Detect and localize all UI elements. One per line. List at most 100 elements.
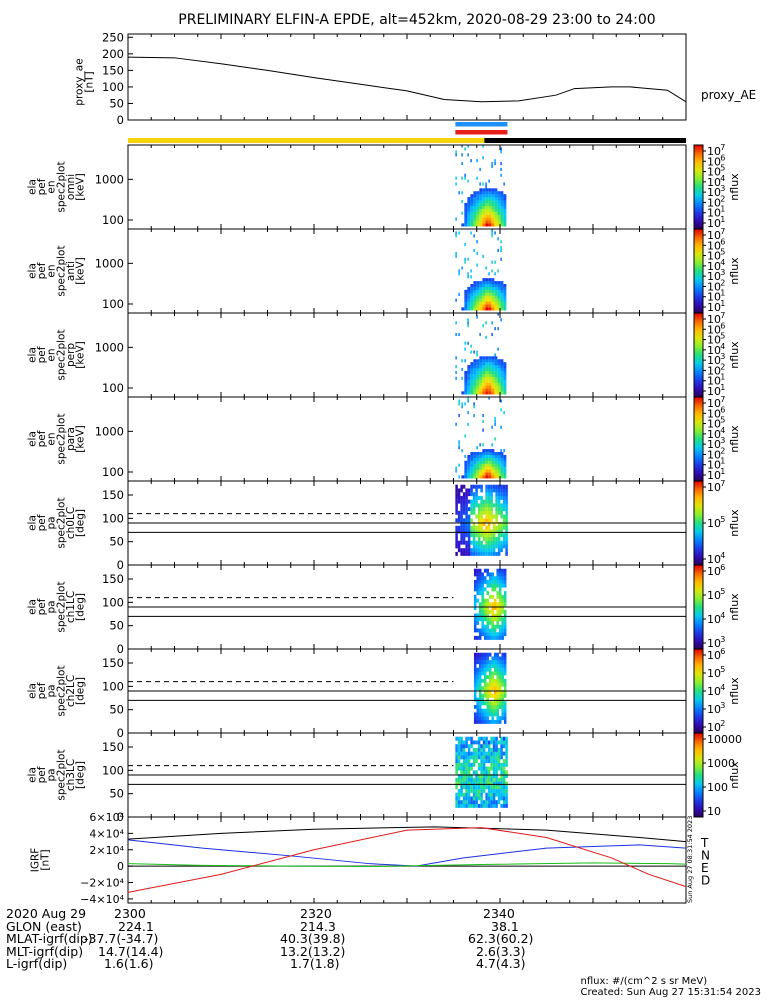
pitch-angle-cell bbox=[476, 628, 479, 633]
pitch-angle-cell bbox=[455, 525, 458, 530]
spectrogram-cell bbox=[479, 220, 483, 224]
pitch-angle-cell bbox=[501, 667, 504, 672]
pitch-angle-cell bbox=[460, 792, 463, 797]
pitch-angle-cell bbox=[498, 628, 502, 633]
pitch-angle-cell bbox=[493, 693, 497, 698]
pitch-angle-cell bbox=[476, 660, 479, 665]
pitch-angle-cell bbox=[478, 635, 482, 640]
colorbar-tick-exponent: 2 bbox=[720, 278, 725, 287]
spectrogram-cell bbox=[482, 278, 486, 282]
spectrogram-cell bbox=[461, 391, 465, 395]
spectrogram-cell bbox=[476, 240, 478, 244]
pitch-angle-cell bbox=[480, 803, 483, 808]
pitch-angle-cell bbox=[457, 744, 461, 749]
pitch-angle-cell bbox=[476, 701, 479, 706]
pitch-angle-cell bbox=[493, 671, 497, 676]
spectrogram-cell bbox=[479, 292, 483, 296]
pitch-angle-cell bbox=[501, 678, 504, 683]
y-tick-label: 0 bbox=[117, 642, 124, 656]
footer-value: 4.7(4.3) bbox=[476, 956, 526, 971]
spectrogram-cell bbox=[467, 153, 469, 157]
pitch-angle-cell bbox=[500, 544, 503, 549]
spectrogram-cell bbox=[479, 188, 483, 192]
pitch-angle-cell bbox=[492, 503, 496, 508]
pitch-angle-cell bbox=[497, 507, 501, 512]
pitch-angle-cell bbox=[496, 719, 499, 724]
pitch-angle-cell bbox=[457, 514, 461, 519]
spectrogram-cell bbox=[464, 243, 466, 247]
colorbar-tick-label: 10 bbox=[707, 459, 721, 472]
spectrogram-cell bbox=[491, 295, 495, 299]
y-axis-label-line: spec2plot bbox=[55, 413, 67, 464]
pitch-angle-cell bbox=[455, 510, 458, 515]
spectrogram-cell bbox=[455, 370, 457, 375]
spectrogram-cell bbox=[464, 202, 468, 207]
pitch-angle-cell bbox=[457, 796, 461, 801]
colorbar-tick-label: 10 bbox=[707, 323, 721, 336]
pitch-angle-cell bbox=[467, 544, 471, 549]
pitch-angle-cell bbox=[502, 488, 506, 493]
pitch-angle-cell bbox=[497, 510, 501, 515]
pitch-angle-cell bbox=[462, 537, 466, 541]
spectrogram-cell bbox=[485, 460, 489, 464]
pitch-angle-cell bbox=[475, 495, 478, 500]
spectrogram-cell bbox=[470, 457, 474, 461]
state-bar-black bbox=[484, 138, 686, 143]
pitch-angle-cell bbox=[476, 719, 479, 724]
pitch-angle-cell bbox=[482, 759, 486, 764]
pitch-angle-cell bbox=[473, 568, 477, 573]
pitch-angle-cell bbox=[467, 755, 471, 760]
y-axis-label-line: pa bbox=[46, 600, 58, 613]
pitch-angle-cell bbox=[487, 774, 491, 778]
spectrogram-cell bbox=[500, 240, 502, 244]
spectrogram-cell bbox=[482, 382, 486, 386]
spectrogram-cell bbox=[491, 162, 493, 166]
spectrogram-cell bbox=[482, 199, 486, 204]
pitch-angle-cell bbox=[481, 609, 484, 614]
spectrogram-cell bbox=[500, 365, 504, 369]
spectrogram-cell bbox=[464, 379, 468, 383]
pitch-angle-cell bbox=[497, 789, 501, 793]
spectrogram-cell bbox=[467, 396, 469, 400]
pitch-angle-cell bbox=[480, 548, 483, 553]
pitch-angle-cell bbox=[488, 583, 492, 588]
pitch-angle-cell bbox=[503, 686, 507, 691]
pitch-angle-cell bbox=[493, 635, 497, 640]
spectrogram-cell bbox=[488, 205, 492, 209]
pitch-angle-cell bbox=[475, 499, 478, 504]
spectrogram-cell bbox=[491, 208, 495, 212]
pitch-angle-cell bbox=[492, 751, 496, 756]
pitch-angle-cell bbox=[491, 693, 494, 698]
spectrogram-cell bbox=[467, 388, 471, 392]
spectrogram-cell bbox=[464, 341, 466, 345]
pitch-angle-cell bbox=[500, 503, 503, 508]
pitch-angle-cell bbox=[482, 503, 486, 508]
pitch-angle-cell bbox=[493, 682, 497, 687]
spectrogram-cell bbox=[482, 197, 486, 201]
pitch-angle-cell bbox=[465, 495, 468, 500]
spectrogram-cell bbox=[488, 469, 492, 473]
spectrogram-cell bbox=[467, 422, 469, 426]
spectrogram-cell bbox=[494, 194, 498, 198]
pitch-angle-cell bbox=[496, 635, 499, 640]
pitch-angle-cell bbox=[491, 716, 494, 721]
pitch-angle-cell bbox=[491, 624, 494, 629]
pitch-angle-cell bbox=[460, 781, 463, 786]
spectrogram-cell bbox=[455, 234, 457, 238]
pitch-angle-cell bbox=[497, 777, 501, 782]
pitch-angle-cell bbox=[467, 777, 471, 782]
pitch-angle-cell bbox=[475, 551, 478, 556]
spectrogram-cell bbox=[503, 292, 507, 296]
pitch-angle-cell bbox=[470, 548, 473, 553]
spectrogram-cell bbox=[494, 376, 498, 380]
spectrogram-cell bbox=[455, 356, 457, 360]
pitch-angle-cell bbox=[482, 537, 486, 541]
pitch-angle-cell bbox=[492, 759, 496, 764]
pitch-angle-cell bbox=[495, 774, 498, 778]
pitch-angle-cell bbox=[457, 792, 461, 797]
spectrogram-cell bbox=[473, 223, 477, 227]
spectrogram-cell bbox=[485, 286, 489, 291]
spectrogram-cell bbox=[500, 257, 502, 261]
pitch-angle-cell bbox=[460, 751, 463, 756]
spectrogram-cell bbox=[500, 147, 502, 151]
